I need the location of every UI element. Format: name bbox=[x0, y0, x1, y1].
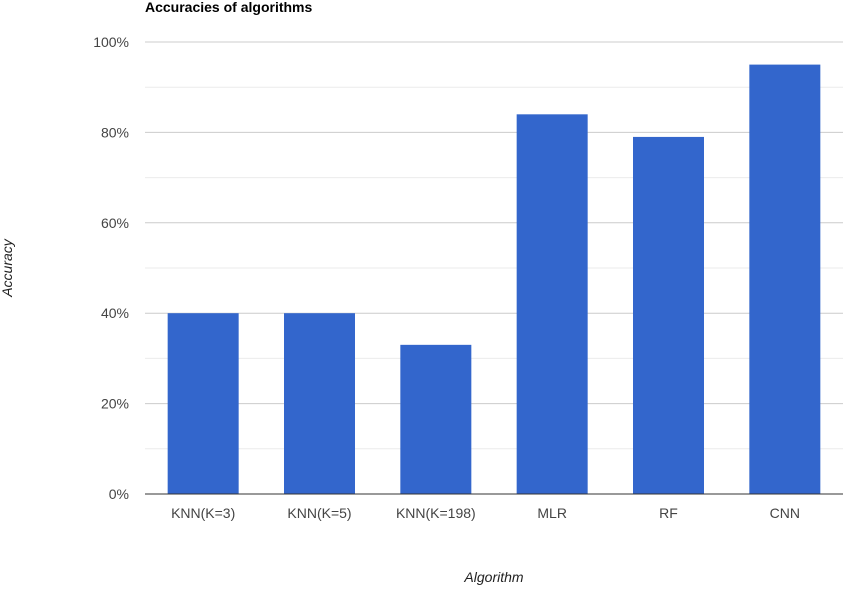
bar[interactable] bbox=[167, 313, 239, 494]
x-tick-label: RF bbox=[659, 505, 678, 521]
x-tick-label: KNN(K=3) bbox=[171, 505, 235, 521]
x-tick-label: MLR bbox=[537, 505, 567, 521]
y-tick-label: 40% bbox=[101, 305, 129, 321]
bar[interactable] bbox=[633, 136, 704, 495]
minor-gridlines bbox=[145, 86, 843, 450]
bar-series bbox=[167, 64, 821, 495]
y-tick-label: 20% bbox=[101, 396, 129, 412]
chart-title: Accuracies of algorithms bbox=[145, 0, 312, 15]
x-tick-label: KNN(K=5) bbox=[287, 505, 351, 521]
bar[interactable] bbox=[400, 344, 472, 494]
x-tick-label: KNN(K=198) bbox=[396, 505, 476, 521]
major-gridlines bbox=[145, 41, 843, 405]
bar[interactable] bbox=[516, 114, 588, 494]
x-tick-label: CNN bbox=[770, 505, 800, 521]
y-tick-label: 60% bbox=[101, 215, 129, 231]
y-axis-tick-labels: 0% 20% 40% 60% 80% 100% bbox=[93, 34, 129, 502]
x-axis-tick-labels: KNN(K=3) KNN(K=5) KNN(K=198) MLR RF CNN bbox=[171, 505, 800, 521]
x-axis-title: Algorithm bbox=[463, 569, 523, 585]
y-axis-title: Accuracy bbox=[0, 238, 15, 298]
bar[interactable] bbox=[749, 64, 821, 494]
y-tick-label: 0% bbox=[109, 486, 129, 502]
y-tick-label: 80% bbox=[101, 124, 129, 140]
bar[interactable] bbox=[284, 313, 355, 494]
y-tick-label: 100% bbox=[93, 34, 129, 50]
